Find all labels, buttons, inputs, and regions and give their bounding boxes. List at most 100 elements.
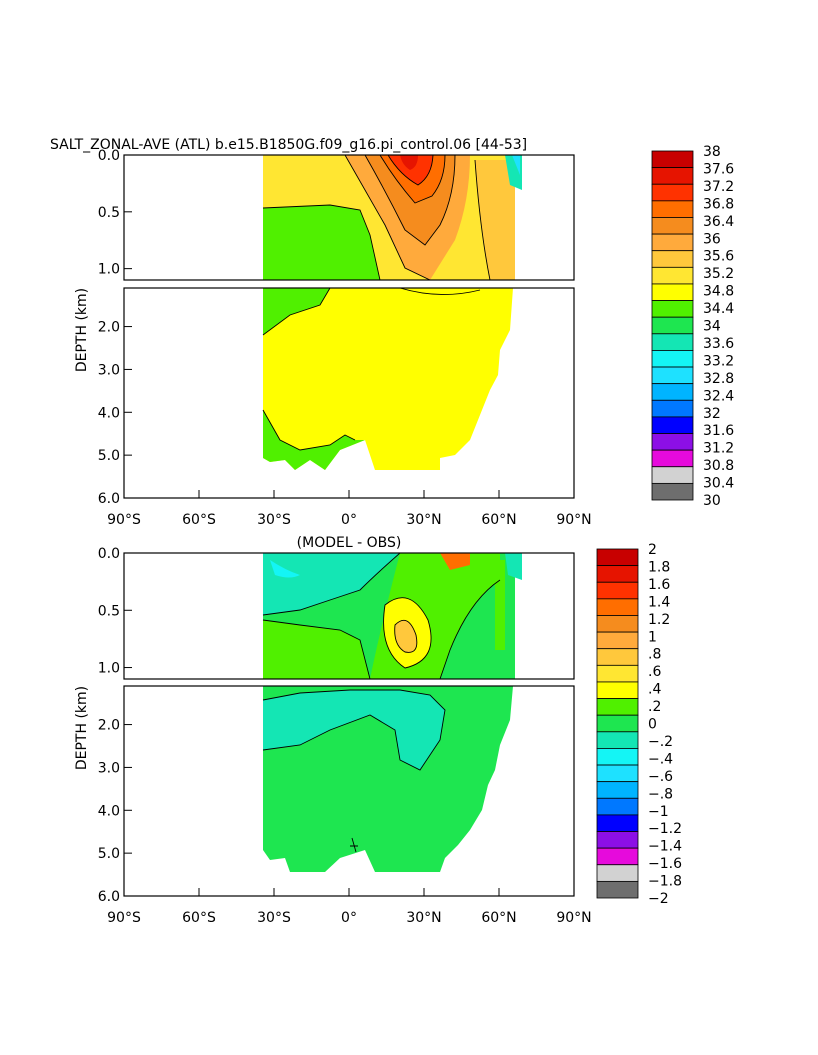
colorbar-swatch xyxy=(651,233,694,252)
colorbar-swatch xyxy=(596,764,639,783)
chart-title-diff: (MODEL - OBS) xyxy=(297,535,402,551)
colorbar-swatch xyxy=(596,797,639,816)
colorbar-label: −1.6 xyxy=(648,856,682,872)
colorbar-swatch xyxy=(651,482,694,501)
colorbar-label: −.6 xyxy=(648,769,673,785)
colorbar-label: −1.4 xyxy=(648,839,682,855)
colorbar-swatch xyxy=(651,416,694,434)
colorbar-label: 36.8 xyxy=(703,196,734,212)
xtick-label: 30°S xyxy=(257,910,291,926)
colorbar-swatch xyxy=(651,266,694,285)
chart-title: SALT_ZONAL-AVE (ATL) b.e15.B1850G.f09_g1… xyxy=(50,137,527,153)
colorbar-label: 35.2 xyxy=(703,266,734,282)
colorbar-swatch xyxy=(596,781,639,799)
plot1-ylabel: DEPTH (km) xyxy=(74,288,90,372)
colorbar-swatch xyxy=(596,548,639,567)
plot2-ylabel: DEPTH (km) xyxy=(74,686,90,770)
colorbar-swatch xyxy=(651,350,694,368)
colorbar-swatch xyxy=(596,615,639,633)
colorbar-swatch xyxy=(651,383,694,401)
colorbar-label: 33.6 xyxy=(703,336,734,352)
colorbar-label: .6 xyxy=(648,664,661,680)
plot1-xticks: 90°S 60°S 30°S 0° 30°N 60°N 90°N xyxy=(107,490,592,528)
colorbar-label: 1.2 xyxy=(648,612,670,628)
colorbar-swatch xyxy=(651,466,694,484)
colorbar-label: 37.2 xyxy=(703,179,734,195)
plot2-yticks: 0.0 0.5 1.0 2.0 3.0 4.0 5.0 6.0 xyxy=(98,546,132,905)
colorbar-swatch xyxy=(651,433,694,451)
colorbar-label: 34.8 xyxy=(703,284,734,300)
colorbar-swatch xyxy=(651,200,694,218)
colorbar-swatch xyxy=(596,631,639,650)
xtick-label: 90°N xyxy=(556,910,591,926)
colorbar-label: 1 xyxy=(648,629,657,645)
ytick-label: 6.0 xyxy=(98,491,120,507)
colorbar-label: −1.8 xyxy=(648,874,682,890)
ytick-label: 5.0 xyxy=(98,448,120,464)
colorbar-label: 38 xyxy=(703,144,721,160)
colorbar-label: 35.6 xyxy=(703,249,734,265)
colorbar-label: 31.6 xyxy=(703,423,734,439)
colorbar-swatch xyxy=(596,681,639,699)
colorbar-swatch xyxy=(596,748,639,766)
plot2-xticks: 90°S 60°S 30°S 0° 30°N 60°N 90°N xyxy=(107,888,592,926)
xtick-label: 90°N xyxy=(556,512,591,528)
colorbar-label: −1 xyxy=(648,804,669,820)
colorbar-label: 32 xyxy=(703,406,721,422)
colorbar-label: 30.8 xyxy=(703,458,734,474)
colorbar-label: −.2 xyxy=(648,734,673,750)
colorbar-label: 32.4 xyxy=(703,388,734,404)
ytick-label: 2.0 xyxy=(98,320,120,336)
xtick-label: 30°S xyxy=(257,512,291,528)
colorbar-swatch xyxy=(596,714,639,733)
ytick-label: 0.5 xyxy=(98,205,120,221)
plot2-upper-field xyxy=(262,553,522,679)
xtick-label: 0° xyxy=(341,910,357,926)
colorbar-swatch xyxy=(596,698,639,716)
colorbar-swatch xyxy=(596,598,639,616)
xtick-label: 0° xyxy=(341,512,357,528)
colorbar-label: −1.2 xyxy=(648,821,682,837)
plot1-upper-field xyxy=(262,155,522,280)
colorbar-swatch xyxy=(651,333,694,351)
colorbar-label: 2 xyxy=(648,542,657,558)
colorbar-label: 33.2 xyxy=(703,353,734,369)
colorbar-swatch xyxy=(651,217,694,235)
ytick-label: 3.0 xyxy=(98,760,120,776)
ytick-label: 0.5 xyxy=(98,603,120,619)
xtick-label: 30°N xyxy=(406,910,441,926)
colorbar-swatch xyxy=(596,864,639,882)
colorbar-label: 32.8 xyxy=(703,371,734,387)
colorbar-label: 1.4 xyxy=(648,594,670,610)
colorbar-label: 31.2 xyxy=(703,441,734,457)
colorbar-swatch xyxy=(651,399,694,418)
colorbar-swatch xyxy=(651,366,694,385)
plot2-colorbar: 21.81.61.41.21.8.6.4.20−.2−.4−.6−.8−1−1.… xyxy=(596,542,682,907)
xtick-label: 60°N xyxy=(481,512,516,528)
colorbar-label: 1.8 xyxy=(648,559,670,575)
colorbar-label: 0 xyxy=(648,717,657,733)
colorbar-swatch xyxy=(596,565,639,583)
colorbar-label: 34.4 xyxy=(703,301,734,317)
ytick-label: 0.0 xyxy=(98,546,120,562)
colorbar-swatch xyxy=(596,581,639,600)
ytick-label: 6.0 xyxy=(98,889,120,905)
plot1-lower-field xyxy=(262,288,513,470)
plot1-yticks: 0.0 0.5 1.0 2.0 3.0 4.0 5.0 6.0 xyxy=(98,148,132,507)
ytick-label: 3.0 xyxy=(98,362,120,378)
plot1-upper-frame xyxy=(123,154,575,281)
plot1-colorbar: 3837.637.236.836.43635.635.234.834.43433… xyxy=(651,144,734,509)
colorbar-label: 1.6 xyxy=(648,577,670,593)
colorbar-label: .8 xyxy=(648,647,661,663)
colorbar-label: 30.4 xyxy=(703,476,734,492)
xtick-label: 90°S xyxy=(107,512,141,528)
colorbar-label: −.8 xyxy=(648,786,673,802)
colorbar-label: 36.4 xyxy=(703,214,734,230)
colorbar-swatch xyxy=(651,300,694,318)
colorbar-label: 36 xyxy=(703,231,721,247)
colorbar-swatch xyxy=(596,648,639,666)
xtick-label: 60°S xyxy=(182,512,216,528)
colorbar-label: −2 xyxy=(648,891,669,907)
ytick-label: 1.0 xyxy=(98,262,120,278)
